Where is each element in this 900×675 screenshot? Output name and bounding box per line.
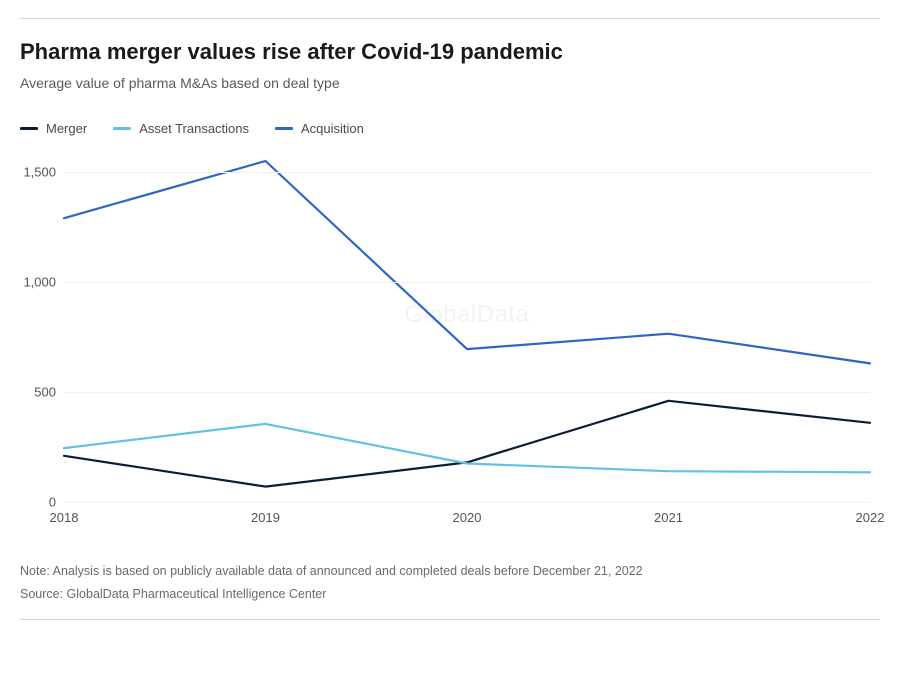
plot-region: GlobalData 05001,0001,500201820192020202… — [64, 150, 870, 502]
chart-container: Pharma merger values rise after Covid-19… — [0, 0, 900, 675]
page-title: Pharma merger values rise after Covid-19… — [20, 39, 880, 65]
y-axis-label: 1,000 — [23, 275, 64, 290]
legend-item-merger: Merger — [20, 121, 87, 136]
legend-label-asset: Asset Transactions — [139, 121, 249, 136]
footer: Note: Analysis is based on publicly avai… — [20, 560, 880, 605]
legend: Merger Asset Transactions Acquisition — [20, 121, 880, 136]
legend-label-merger: Merger — [46, 121, 87, 136]
x-axis-label: 2019 — [251, 502, 280, 525]
x-axis-label: 2022 — [856, 502, 885, 525]
gridline — [64, 172, 870, 173]
legend-item-acquisition: Acquisition — [275, 121, 364, 136]
legend-label-acquisition: Acquisition — [301, 121, 364, 136]
legend-swatch-asset — [113, 127, 131, 130]
gridline — [64, 392, 870, 393]
legend-item-asset: Asset Transactions — [113, 121, 249, 136]
x-axis-label: 2021 — [654, 502, 683, 525]
footer-source: Source: GlobalData Pharmaceutical Intell… — [20, 583, 880, 606]
chart-area: GlobalData 05001,0001,500201820192020202… — [20, 150, 880, 530]
bottom-rule — [20, 619, 880, 620]
page-subtitle: Average value of pharma M&As based on de… — [20, 75, 880, 91]
y-axis-label: 1,500 — [23, 165, 64, 180]
x-axis-label: 2020 — [453, 502, 482, 525]
top-rule — [20, 18, 880, 19]
legend-swatch-acquisition — [275, 127, 293, 130]
line-chart-svg — [64, 150, 870, 502]
footer-note: Note: Analysis is based on publicly avai… — [20, 560, 880, 583]
series-line — [64, 161, 870, 363]
x-axis-label: 2018 — [50, 502, 79, 525]
y-axis-label: 500 — [34, 385, 64, 400]
series-line — [64, 401, 870, 487]
gridline — [64, 282, 870, 283]
series-line — [64, 424, 870, 472]
legend-swatch-merger — [20, 127, 38, 130]
